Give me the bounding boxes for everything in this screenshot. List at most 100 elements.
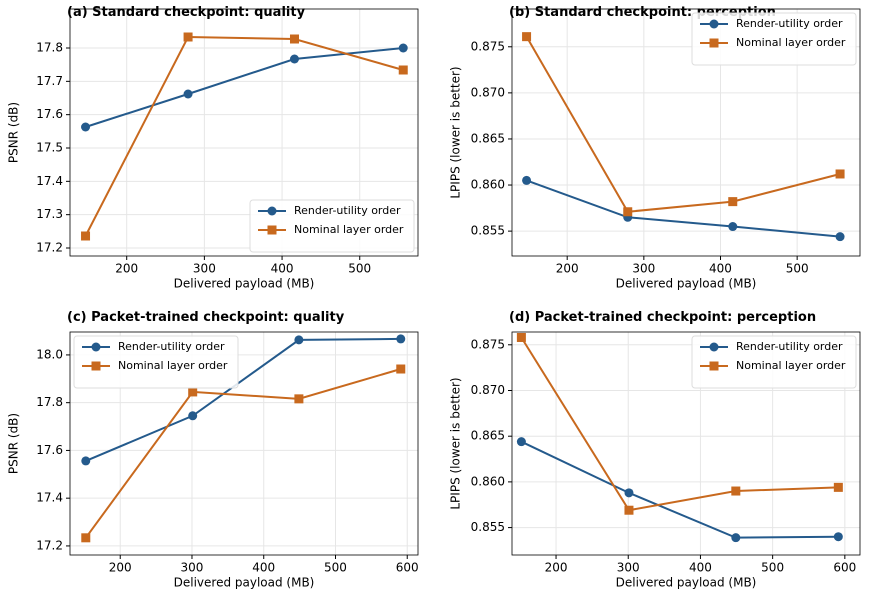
x-tick-label: 200	[115, 262, 138, 276]
x-tick-label: 400	[709, 262, 732, 276]
marker	[183, 32, 193, 42]
marker	[516, 332, 526, 342]
marker	[81, 122, 91, 132]
x-tick-label: 300	[632, 262, 655, 276]
legend: Render-utility order Nominal layer order	[691, 335, 857, 389]
marker	[398, 65, 408, 75]
marker	[183, 89, 193, 99]
legend-box	[249, 199, 415, 253]
marker	[289, 34, 299, 44]
x-tick-label: 500	[324, 561, 347, 575]
y-tick-label: 0.855	[471, 520, 505, 534]
marker	[833, 532, 843, 542]
y-tick-label: 17.8	[36, 41, 63, 55]
legend-label: Render-utility order	[736, 17, 843, 30]
y-tick-label: 0.860	[471, 178, 505, 192]
marker	[396, 334, 406, 344]
marker	[289, 54, 299, 64]
x-axis-label: Delivered payload (MB)	[174, 576, 315, 590]
x-tick-label: 200	[556, 262, 579, 276]
series-line	[520, 336, 839, 512]
x-tick-label: 400	[271, 262, 294, 276]
marker	[522, 175, 532, 185]
marker	[623, 207, 633, 217]
legend-label: Render-utility order	[294, 204, 401, 217]
x-tick-label: 300	[181, 561, 204, 575]
x-axis-label: Delivered payload (MB)	[616, 576, 757, 590]
y-tick-label: 17.4	[36, 174, 63, 188]
series-line	[520, 440, 839, 539]
series-line	[526, 179, 841, 238]
series-line	[84, 35, 404, 237]
x-axis-label: Delivered payload (MB)	[616, 277, 757, 291]
marker	[81, 533, 91, 543]
y-tick-label: 0.870	[471, 383, 505, 397]
y-tick-label: 17.6	[36, 443, 63, 457]
panel: 200 300 400 500 600 17.2 17.4 17.6 17.8 18.0 (c) P…	[7, 310, 419, 590]
marker	[267, 225, 277, 235]
y-tick-label: 0.855	[471, 224, 505, 238]
marker	[188, 387, 198, 397]
series-line	[525, 36, 841, 213]
marker	[731, 533, 741, 543]
x-tick-label: 600	[833, 561, 856, 575]
legend-label: Nominal layer order	[118, 359, 228, 372]
marker	[294, 394, 304, 404]
marker	[294, 335, 304, 345]
legend: Render-utility order Nominal layer order	[249, 199, 415, 253]
marker	[396, 364, 406, 374]
panel: 200 300 400 5000.8550.8600.8650.8700.875(b)…	[449, 5, 861, 291]
x-tick-label: 500	[348, 262, 371, 276]
panel: 200 300 400 500 600 0.855 0.860 0.865 0.870 0.875…	[449, 310, 861, 590]
marker	[835, 169, 845, 179]
marker	[709, 361, 719, 371]
marker	[398, 43, 408, 53]
legend-box	[73, 335, 239, 389]
marker	[709, 38, 719, 48]
marker	[833, 482, 843, 492]
y-tick-label: 0.865	[471, 131, 505, 145]
y-tick-label: 0.870	[471, 85, 505, 99]
legend-box	[691, 335, 857, 389]
legend-label: Nominal layer order	[294, 223, 404, 236]
panel: 200 300 400 500 17.2 17.3 17.4 17.5 17.6 17.7 17.8…	[7, 5, 419, 291]
marker	[267, 206, 277, 216]
legend-label: Nominal layer order	[736, 359, 846, 372]
marker	[91, 361, 101, 371]
legend-label: Nominal layer order	[736, 36, 846, 49]
plot-frame	[69, 8, 419, 257]
marker	[624, 505, 634, 515]
plot-frame	[511, 8, 861, 257]
y-tick-label: 0.860	[471, 474, 505, 488]
legend-box	[691, 12, 857, 66]
y-axis-label: PSNR (dB)	[7, 413, 21, 474]
y-tick-label: 0.875	[471, 39, 505, 53]
marker	[728, 197, 738, 207]
y-axis-label: LPIPS (lower is better)	[449, 66, 463, 198]
legend: Render-utility order Nominal layer order	[691, 12, 857, 66]
x-tick-label: 200	[545, 561, 568, 575]
y-tick-label: 18.0	[36, 347, 63, 361]
y-tick-label: 17.2	[36, 241, 63, 255]
marker	[731, 486, 741, 496]
y-tick-label: 17.8	[36, 395, 63, 409]
marker	[522, 32, 532, 42]
x-tick-label: 400	[689, 561, 712, 575]
marker	[188, 411, 198, 421]
series-line	[85, 337, 401, 462]
plot-frame	[69, 331, 419, 556]
marker	[624, 488, 634, 498]
marker	[81, 231, 91, 241]
x-tick-label: 400	[252, 561, 275, 575]
x-axis-label: Delivered payload (MB)	[174, 277, 315, 291]
x-tick-label: 600	[396, 561, 419, 575]
marker	[516, 437, 526, 447]
legend: Render-utility order Nominal layer order	[73, 335, 239, 389]
legend-label: Render-utility order	[736, 340, 843, 353]
y-tick-label: 17.2	[36, 538, 63, 552]
y-tick-label: 0.875	[471, 337, 505, 351]
y-axis-label: PSNR (dB)	[7, 102, 21, 163]
x-tick-label: 500	[786, 262, 809, 276]
y-tick-label: 17.5	[36, 141, 63, 155]
